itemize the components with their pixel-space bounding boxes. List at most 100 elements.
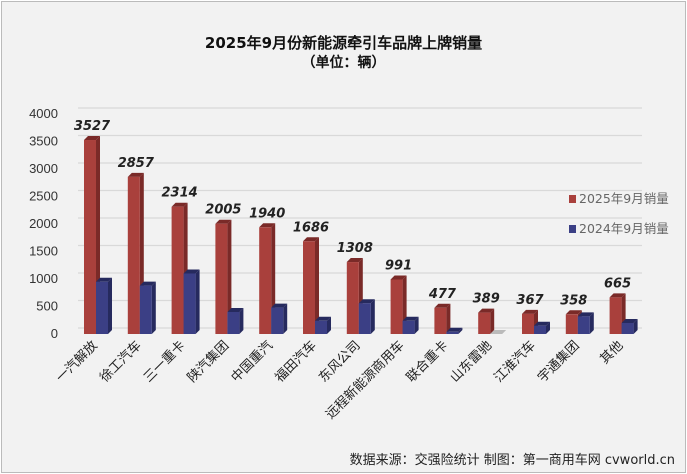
- bar-top: [358, 299, 375, 304]
- chart-title: 2025年9月份新能源牵引车品牌上牌销量: [204, 34, 483, 52]
- bar-top: [346, 258, 363, 263]
- bar-side: [633, 319, 638, 334]
- data-label: 665: [604, 276, 631, 291]
- bar-side: [151, 281, 156, 334]
- bar-side: [227, 219, 232, 334]
- x-tick-label: 宇通集团: [535, 338, 583, 386]
- bar-side: [589, 312, 594, 334]
- bar-top: [96, 277, 112, 282]
- bar-top: [315, 316, 331, 321]
- bar-top: [139, 281, 156, 286]
- data-label: 358: [560, 293, 587, 308]
- bar-side: [195, 269, 200, 334]
- bar-2025: [127, 176, 140, 334]
- bar-top: [434, 303, 451, 308]
- data-label: 2005: [205, 203, 241, 218]
- bar-top: [215, 219, 232, 224]
- bar-side: [414, 316, 419, 334]
- bar-side: [327, 316, 331, 334]
- bar-side: [458, 327, 463, 334]
- x-tick-label: 联合重卡: [403, 338, 451, 386]
- bar-top: [446, 327, 463, 332]
- x-tick-label: 福田汽车: [272, 338, 320, 386]
- bar-2025: [565, 314, 578, 334]
- bar-side: [239, 308, 244, 334]
- y-tick-label: 500: [36, 299, 58, 314]
- bar-2025: [84, 140, 96, 334]
- bar-2025: [346, 262, 359, 334]
- data-label: 1308: [337, 241, 373, 256]
- bar-2025: [215, 223, 228, 334]
- bar-2024: [577, 316, 590, 334]
- bar-2024: [490, 330, 507, 334]
- bar-top: [577, 312, 594, 317]
- bar-2024: [621, 323, 634, 334]
- data-label: 1686: [293, 220, 329, 235]
- legend-label: 2024年9月销量: [579, 221, 669, 236]
- y-tick-label: 0: [51, 326, 58, 341]
- bar-top: [621, 319, 638, 323]
- x-tick-label: 山东雷驰: [448, 338, 495, 385]
- bar-2024: [183, 273, 196, 334]
- bar-side: [108, 277, 112, 334]
- bar-side: [446, 303, 451, 334]
- bar-2024: [139, 285, 152, 334]
- bar-side: [283, 303, 288, 334]
- data-label: 991: [385, 258, 412, 273]
- bar-2025: [434, 307, 447, 334]
- bar-2024: [315, 320, 327, 334]
- bar-2024: [446, 331, 459, 334]
- bar-2025: [478, 312, 491, 334]
- x-tick-label: 中国重汽: [228, 338, 276, 386]
- bar-top: [402, 316, 419, 321]
- x-tick-label: 三一重卡: [140, 338, 188, 386]
- y-tick-label: 3000: [29, 161, 58, 176]
- data-label: 1940: [249, 206, 285, 221]
- y-tick-label: 3500: [29, 134, 58, 149]
- bar-2024: [271, 307, 284, 334]
- bar-top: [84, 136, 100, 141]
- x-tick-label: 一汽解放: [53, 338, 100, 385]
- x-tick-label: 徐工汽车: [97, 338, 145, 386]
- bar-top: [478, 308, 495, 313]
- bar-2024: [534, 325, 546, 334]
- bar-2025: [609, 297, 622, 334]
- footer-source: 数据来源：交强险统计 制图：第一商用车网 cvworld.cn: [349, 453, 675, 468]
- bar-side: [370, 299, 375, 334]
- data-label: 2314: [162, 186, 198, 201]
- bar-top: [534, 321, 550, 326]
- y-tick-label: 4000: [29, 106, 58, 121]
- bar-2025: [390, 279, 403, 334]
- x-tick-label: 陕汽集团: [184, 338, 232, 386]
- data-label: 2857: [118, 156, 155, 171]
- bar-2025: [259, 227, 272, 334]
- legend-swatch: [569, 195, 576, 203]
- bar-top: [390, 275, 407, 280]
- bar-top: [565, 310, 582, 315]
- bar-2024: [96, 281, 108, 334]
- bar-top: [609, 293, 626, 298]
- data-label: 3527: [74, 119, 111, 134]
- bar-top: [259, 223, 276, 228]
- bar-2024: [358, 303, 371, 334]
- bar-top: [227, 308, 244, 312]
- bar-side: [546, 321, 550, 334]
- bar-2025: [522, 313, 534, 334]
- bar-2024: [227, 312, 240, 334]
- bar-top: [303, 237, 319, 242]
- y-tick-label: 1000: [29, 271, 58, 286]
- bar-2025: [303, 241, 315, 334]
- legend-label: 2025年9月销量: [579, 191, 669, 206]
- x-tick-label: 其他: [597, 338, 626, 367]
- bar-2025: [171, 206, 184, 334]
- chart-subtitle: （单位：辆）: [301, 55, 386, 71]
- data-label: 389: [473, 292, 500, 307]
- data-label: 477: [428, 287, 457, 302]
- x-tick-label: 江淮汽车: [491, 338, 539, 386]
- y-tick-label: 2000: [29, 216, 58, 231]
- x-tick-label: 远程新能源商用车: [323, 338, 408, 423]
- bar-top: [127, 172, 144, 177]
- bar-top: [522, 309, 538, 314]
